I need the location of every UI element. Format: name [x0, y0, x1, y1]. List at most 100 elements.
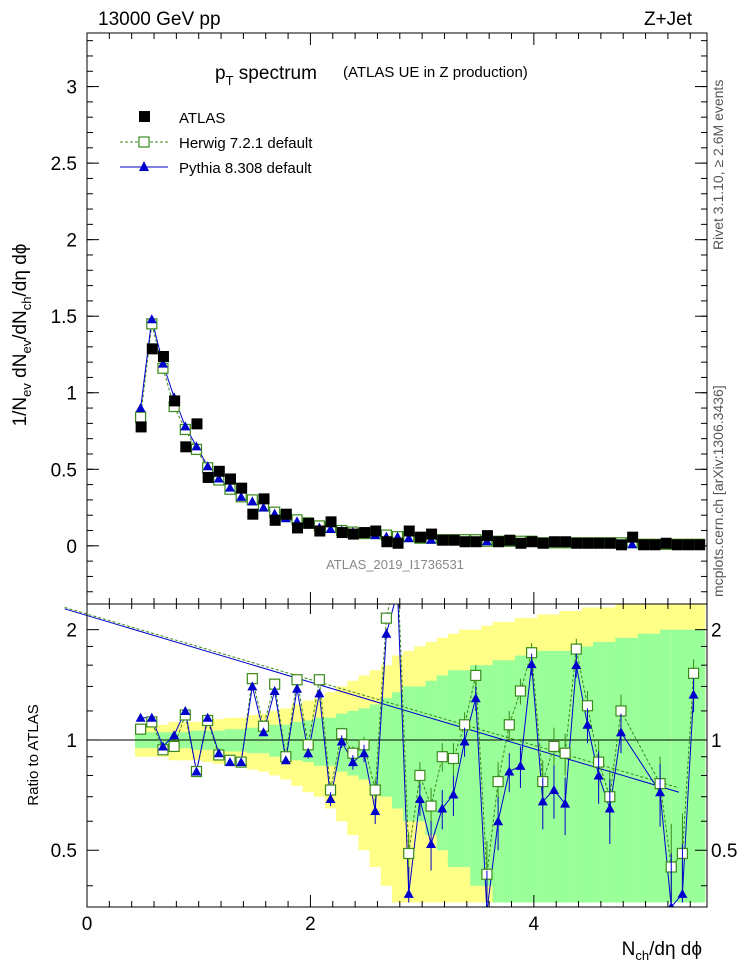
pythia-ratio-point	[615, 727, 626, 737]
legend-marker-herwig	[138, 136, 150, 148]
pythia-ratio-point	[655, 787, 666, 797]
herwig-ratio-point	[687, 667, 700, 679]
pythia-ratio-point	[668, 902, 675, 907]
atlas-point	[504, 534, 516, 546]
main-y-axis: 0 0.5 1 1.5 2 2.5 3	[51, 33, 707, 604]
pythia-ratio-point	[191, 766, 202, 776]
legend-label-herwig: Herwig 7.2.1 default	[179, 135, 313, 152]
pythia-ratio-point	[314, 688, 325, 698]
pythia-ratio-point	[470, 693, 481, 703]
legend: ATLAS Herwig 7.2.1 default Pythia 8.308 …	[120, 110, 313, 177]
title-subscript: T	[226, 73, 234, 88]
pythia-ratio-point	[548, 785, 559, 795]
pythia-point	[202, 461, 213, 471]
pythia-ratio-point	[157, 741, 168, 751]
atlas-point	[403, 525, 415, 537]
herwig-ratio-point	[447, 752, 460, 765]
band-green-bin	[280, 724, 292, 757]
band-green-bin	[671, 629, 683, 903]
band-green-bin	[459, 670, 471, 868]
title-rest: spectrum	[234, 63, 317, 84]
band-green-bin	[470, 665, 482, 886]
pythia-point	[325, 523, 336, 533]
band-green-bin	[291, 721, 304, 761]
atlas-point	[437, 534, 449, 546]
atlas-point	[381, 536, 393, 548]
mcplots-label: mcplots.cern.ch [arXiv:1306.3436]	[710, 385, 726, 597]
band-green-bin	[425, 680, 438, 836]
ratio-xtick-label: 2	[305, 914, 316, 935]
pythia-ratio-point	[593, 770, 604, 780]
atlas-point	[336, 527, 348, 539]
pythia-ratio-point	[258, 727, 269, 737]
atlas-point	[627, 531, 639, 543]
atlas-point	[671, 539, 683, 551]
pythia-point	[258, 502, 269, 512]
ratio-overflow-lines	[64, 606, 680, 793]
atlas-point	[392, 537, 404, 549]
band-green-bin	[626, 637, 639, 903]
band-green-bin	[246, 727, 259, 754]
band-green-bin	[559, 650, 572, 903]
main-ytick-label: 0	[66, 537, 77, 558]
atlas-point	[191, 418, 203, 430]
title-p: p	[215, 63, 226, 84]
atlas-point	[146, 343, 158, 355]
herwig-ratio-point	[492, 775, 504, 788]
atlas-point	[526, 536, 538, 548]
header-channel-label: Z+Jet	[644, 9, 693, 30]
ratio-plot-area	[135, 586, 700, 907]
pythia-point	[627, 539, 638, 549]
pythia-ratio-point	[414, 793, 425, 803]
main-ytick-label: 1.5	[51, 307, 77, 328]
herwig-point	[135, 411, 147, 423]
ratio-frame	[86, 603, 708, 908]
ratio-ylabel: Ratio to ATLAS	[25, 704, 42, 805]
pythia-point	[247, 496, 258, 506]
legend-label-pythia: Pythia 8.308 default	[179, 160, 312, 177]
pythia-ratio-point	[571, 660, 582, 670]
header-process-label: 13000 GeV pp	[98, 9, 221, 30]
ratio-ytick-label-right: 2	[711, 621, 722, 642]
pythia-point	[403, 533, 414, 543]
ratio-xtick-label: 4	[529, 914, 540, 935]
band-green-bin	[682, 629, 695, 903]
pythia-ratio-point	[202, 712, 213, 722]
pythia-ratio-point	[393, 586, 403, 595]
herwig-ratio-point	[570, 643, 582, 655]
pythia-ratio-point	[280, 755, 291, 765]
herwig-ratio-point	[436, 751, 448, 763]
atlas-point	[537, 537, 549, 549]
band-green-bin	[660, 629, 672, 903]
pythia-ratio-point	[504, 766, 515, 776]
herwig-ratio-point	[403, 847, 415, 860]
herwig-ratio-point	[380, 612, 392, 624]
main-ytick-label: 1	[66, 384, 77, 405]
atlas-point	[224, 473, 236, 485]
pythia-ratio-point	[213, 748, 224, 758]
ratio-ytick-label: 0.5	[51, 841, 77, 862]
atlas-point	[135, 421, 147, 433]
atlas-point	[157, 351, 169, 363]
pythia-point	[213, 473, 224, 483]
pythia-ratio-point	[269, 686, 280, 696]
band-green-bin	[637, 633, 650, 903]
main-panel: 0 0.5 1 1.5 2 2.5 3 pT spectrum (ATLAS UE in Z…	[10, 32, 708, 605]
pythia-point	[236, 491, 247, 501]
herwig-ratio-point	[369, 784, 381, 796]
ratio-xtick-label: 0	[82, 914, 93, 935]
main-ylabel: 1/Nev dNev/dNch/dη dϕ	[10, 244, 34, 427]
main-ytick-label: 2.5	[51, 154, 77, 175]
band-green-bin	[414, 686, 426, 822]
atlas-point	[604, 537, 616, 549]
pythia-ratio-point	[426, 839, 437, 849]
band-green-bin	[380, 698, 393, 797]
legend-marker-atlas	[139, 111, 150, 122]
atlas-point	[470, 536, 482, 548]
pythia-ratio-point	[180, 705, 191, 715]
atlas-point	[180, 441, 192, 453]
band-green-bin	[391, 692, 404, 809]
atlas-point	[649, 539, 661, 551]
pythia-ratio-point	[135, 712, 146, 722]
herwig-ratio-point	[503, 719, 515, 731]
